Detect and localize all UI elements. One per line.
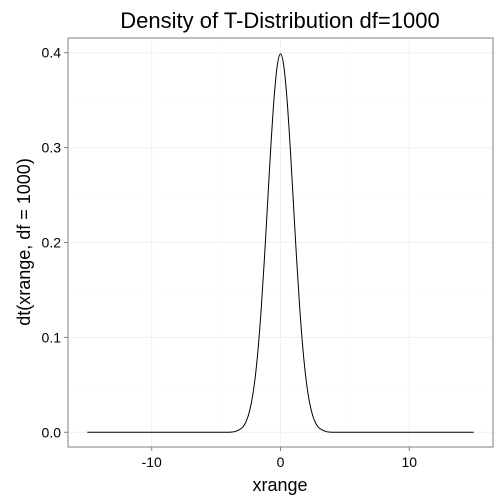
chart-title: Density of T-Distribution df=1000 [120,8,439,33]
x-axis-title: xrange [252,475,307,495]
y-axis-title: dt(xrange, df = 1000) [14,158,34,326]
x-tick-label: -10 [142,454,162,470]
y-tick-label: 0.2 [42,235,62,251]
y-tick-label: 0.4 [42,45,62,61]
y-tick-label: 0.1 [42,329,62,345]
density-curve [87,53,474,433]
x-tick-label: 10 [401,454,417,470]
series-layer [87,53,474,433]
y-axis: 0.0 0.1 0.2 0.3 0.4 [42,45,68,440]
y-tick-label: 0.0 [42,424,62,440]
y-tick-label: 0.3 [42,140,62,156]
x-tick-label: 0 [277,454,285,470]
x-axis: -10 0 10 [142,447,417,470]
